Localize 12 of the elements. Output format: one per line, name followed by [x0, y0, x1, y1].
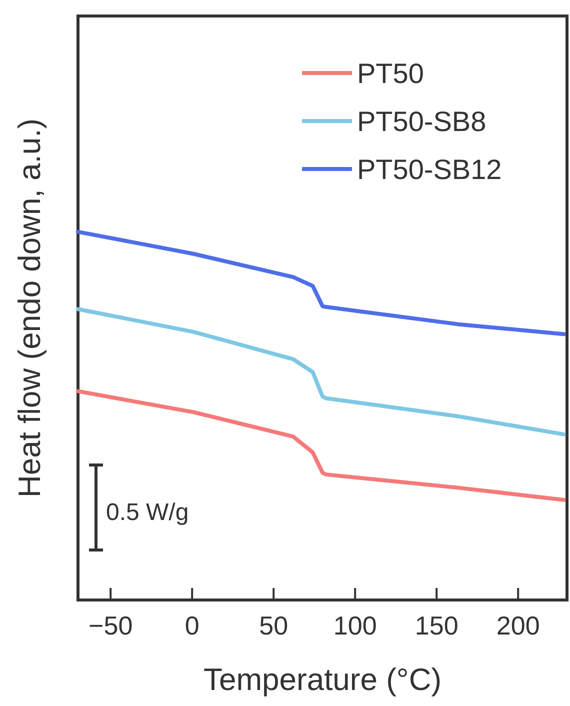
- x-tick-label: 150: [414, 610, 458, 640]
- y-axis-title: Heat flow (endo down, a.u.): [12, 118, 47, 498]
- x-tick-label: 0: [184, 610, 200, 640]
- legend-label: PT50: [357, 58, 424, 89]
- x-tick-label: −50: [88, 610, 133, 640]
- x-tick-label: 100: [333, 610, 377, 640]
- x-tick-label: 50: [259, 610, 288, 640]
- x-tick-label: 200: [496, 610, 540, 640]
- annotation: 0.5 W/g: [106, 499, 189, 526]
- x-axis-title: Temperature (°C): [203, 662, 442, 697]
- legend-label: PT50-SB12: [357, 154, 502, 185]
- legend-label: PT50-SB8: [357, 106, 486, 137]
